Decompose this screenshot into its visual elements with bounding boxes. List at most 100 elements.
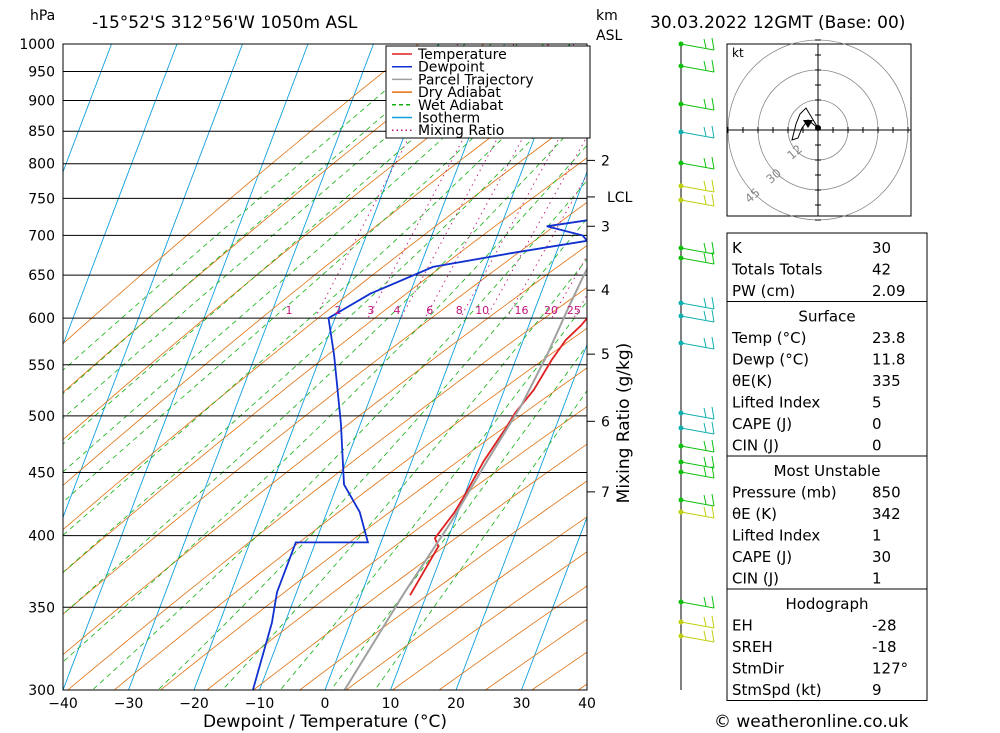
series-temperature [409, 310, 587, 596]
wind-barb-flag [711, 455, 715, 469]
index-row-label: CIN (J) [732, 437, 779, 455]
temperature-tick-label: 40 [578, 696, 596, 712]
index-box-title: Surface [798, 308, 855, 326]
index-row-value: 342 [872, 505, 901, 523]
mixing-ratio-line [459, 86, 587, 319]
index-row-label: θE (K) [732, 505, 777, 523]
dry-adiabat-line [63, 157, 587, 574]
index-row-value: 1 [872, 527, 882, 545]
wind-barb-flag [703, 98, 707, 109]
index-row-label: CIN (J) [732, 570, 779, 588]
wet-adiabat-line [63, 44, 571, 503]
km-tick-label: 7 [601, 485, 610, 501]
wind-barb-flag [703, 407, 707, 418]
plot-frame [62, 43, 588, 691]
isobar-lines [63, 43, 587, 691]
wind-barb-flag [711, 309, 715, 323]
temperature-tick-labels: −40 −30 −20 −10 0 10 20 30 40 [48, 696, 596, 712]
index-row-label: K [732, 239, 743, 257]
temperature-tick-label: −40 [48, 696, 78, 712]
pressure-tick-label: 850 [28, 124, 55, 140]
index-row-value: 127° [872, 660, 908, 678]
wind-barb-shaft [680, 315, 715, 323]
index-row-label: Totals Totals [731, 261, 823, 279]
index-row-label: PW (cm) [732, 282, 795, 300]
isotherm-line [63, 44, 112, 174]
legend-label: Wet Adiabat [418, 98, 504, 114]
km-label: km [596, 8, 618, 24]
index-row-value: 1 [872, 570, 882, 588]
isotherm-line [324, 44, 571, 690]
pressure-tick-labels: 300 350 400 450 500 550 600 650 700 750 800 850 900 9… [19, 37, 55, 699]
km-tick-label: 2 [601, 153, 610, 169]
wind-barb-flag [703, 157, 707, 168]
index-row-value: 0 [872, 415, 882, 433]
index-row-label: Pressure (mb) [732, 484, 837, 502]
asl-label: ASL [596, 28, 622, 44]
wind-barb-shaft [680, 635, 715, 643]
wind-barb-flag [703, 297, 707, 308]
isotherm-line [259, 44, 505, 690]
index-row-value: 42 [872, 261, 891, 279]
index-row-label: StmSpd (kt) [732, 681, 822, 699]
temperature-tick-label: 20 [447, 696, 465, 712]
series-dewpoint [252, 219, 587, 690]
index-row-value: 850 [872, 484, 901, 502]
mixing-ratio-label: 6 [426, 304, 433, 317]
mixing-ratio-axis-label: Mixing Ratio (g/kg) [614, 343, 634, 504]
wind-barb-shaft [680, 257, 715, 265]
x-axis-label: Dewpoint / Temperature (°C) [203, 712, 447, 732]
index-box-general [726, 232, 928, 302]
isotherm-line [521, 516, 587, 690]
wind-barb-shaft [680, 461, 715, 469]
wind-barb-shaft [680, 511, 715, 519]
km-tick-label: 3 [601, 219, 610, 235]
pressure-tick-label: 600 [28, 311, 55, 327]
wind-barb-flag [711, 406, 715, 420]
temperature-tick-label: −10 [245, 696, 275, 712]
wind-barb-flag [703, 60, 707, 71]
wind-barb-flag [711, 241, 715, 255]
wind-barb-flag [703, 242, 707, 253]
wind-barb-flag [711, 465, 715, 479]
mixing-ratio-label: 3 [367, 304, 374, 317]
wind-barb-flag [711, 125, 715, 139]
wind-barb-shaft [680, 621, 715, 629]
index-row-label: Dewp (°C) [732, 351, 809, 369]
wind-barb-flag [703, 180, 707, 191]
legend-label: Mixing Ratio [418, 123, 504, 139]
index-row-value: 0 [872, 437, 882, 455]
wet-adiabat-line [157, 218, 587, 690]
wind-barb-flag [711, 251, 715, 265]
wind-barb-flag [711, 179, 715, 193]
isotherm-line [390, 170, 587, 690]
wind-barb-flag [711, 336, 715, 350]
mixing-ratio-label: 8 [456, 304, 463, 317]
wind-barb-flag [711, 629, 715, 643]
wind-barb-shaft [680, 427, 715, 435]
wind-barb-flag [711, 505, 715, 519]
mixing-ratio-line [573, 293, 587, 319]
temperature-tick-label: 0 [321, 696, 330, 712]
temperature-tick-label: 10 [382, 696, 400, 712]
wind-barb-flag [711, 296, 715, 310]
wind-barb-shaft [680, 445, 715, 453]
dry-adiabat-line [160, 367, 587, 690]
wind-barb-flag [711, 615, 715, 629]
wind-barb-flag [711, 193, 715, 207]
wind-barb-flag [703, 38, 707, 49]
legend-label: Dewpoint [418, 60, 485, 76]
isotherm-line [63, 44, 309, 690]
temperature-tick-label: −20 [179, 696, 209, 712]
index-row-label: θE(K) [732, 372, 772, 390]
wind-barb-flag [711, 493, 715, 507]
index-row-label: EH [732, 617, 753, 635]
legend-label: Parcel Trajectory [418, 72, 534, 88]
wet-adiabat-line [63, 44, 440, 371]
wind-barb-flag [703, 596, 707, 607]
wind-barb-flag [711, 421, 715, 435]
pressure-tick-label: 650 [28, 268, 55, 284]
index-row-value: 23.8 [872, 329, 905, 347]
